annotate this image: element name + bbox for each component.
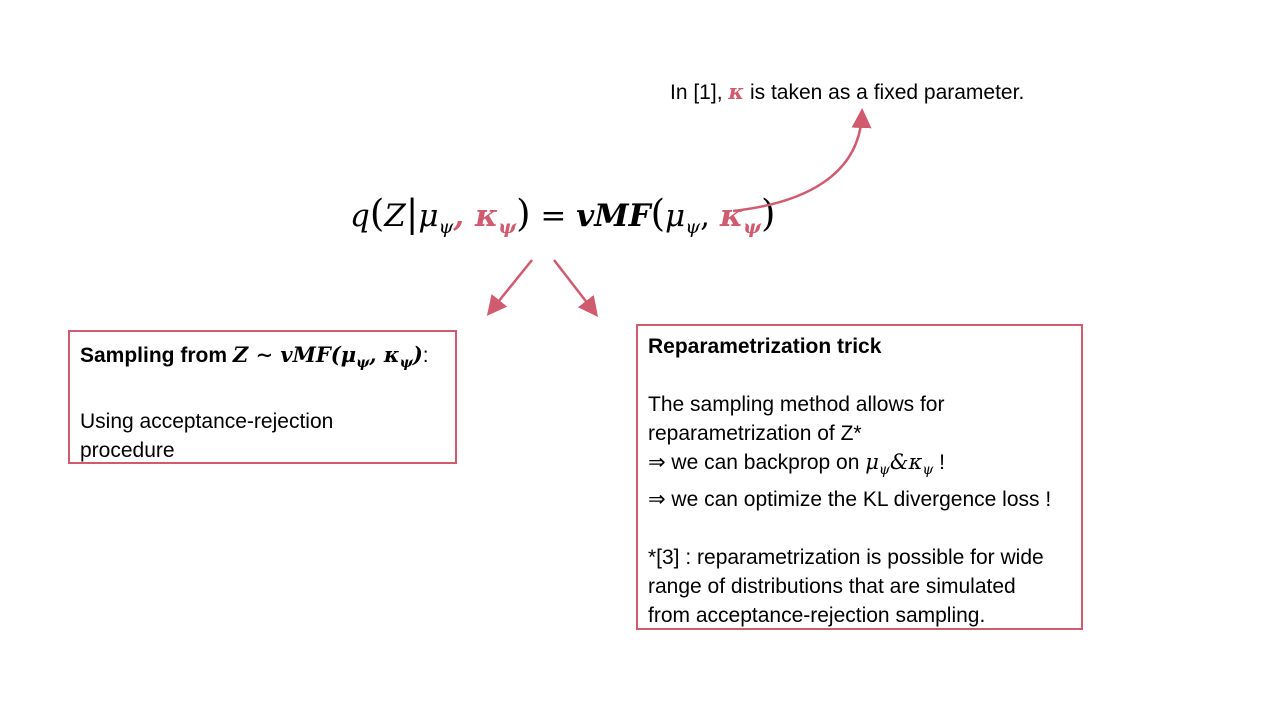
- sampling-body-line2: procedure: [80, 439, 175, 463]
- eq-comma-red: ,: [453, 198, 475, 234]
- sampling-body-line1: Using acceptance-rejection: [80, 410, 334, 434]
- arrow-to-right-box: [553, 259, 599, 317]
- eq-equals: =: [540, 198, 567, 234]
- reparam-line3-prefix: ⇒ we can backprop on: [648, 451, 866, 474]
- eq-kappa-subscript: ψ: [498, 216, 517, 239]
- reparam-mu-subscript: ψ: [878, 462, 890, 479]
- kappa-fixed-note: In [1], κ is taken as a fixed parameter.: [670, 79, 1024, 105]
- note-kappa-symbol: κ: [728, 79, 745, 104]
- vmf-posterior-equation: q(Z|μψ, κψ) = vMF(μψ, κψ): [350, 192, 775, 242]
- eq-open-paren-2: (: [650, 192, 666, 235]
- eq-q: q: [350, 198, 370, 234]
- sampling-title-prefix: Sampling from: [80, 344, 233, 367]
- spacer: [648, 361, 1071, 390]
- eq-vmf: vMF: [576, 198, 651, 234]
- arrow-to-left-box: [486, 259, 533, 316]
- reparam-line3-suffix: !: [933, 451, 945, 474]
- reparam-footnote1: *[3] : reparametrization is possible for…: [648, 546, 1044, 570]
- sampling-box: Sampling from Z ∼ vMF(μψ, κψ): Using acc…: [68, 330, 457, 464]
- sampling-kappa-subscript: ψ: [399, 355, 413, 372]
- eq-kappa: κ: [474, 198, 499, 234]
- reparam-kappa-subscript: ψ: [922, 462, 934, 479]
- reparam-mu: μ: [865, 450, 879, 474]
- eq-bar: |: [405, 192, 419, 235]
- spacer: [80, 378, 445, 407]
- eq-kappa-2: κ: [719, 198, 744, 234]
- sampling-math-main: Z ∼ vMF(μ: [232, 342, 357, 367]
- eq-z: Z: [384, 198, 406, 234]
- reparam-title: Reparametrization trick: [648, 335, 882, 358]
- eq-mu-subscript-2: ψ: [685, 216, 701, 239]
- eq-kappa-subscript-2: ψ: [743, 216, 761, 239]
- eq-open-paren: (: [369, 192, 385, 235]
- eq-comma: ,: [700, 198, 720, 234]
- sampling-kappa: κ: [383, 342, 400, 367]
- reparam-line1: The sampling method allows for: [648, 393, 945, 416]
- eq-mu: μ: [418, 198, 439, 234]
- sampling-mu-subscript: ψ: [356, 355, 370, 372]
- sampling-title-suffix: :: [422, 344, 429, 367]
- sampling-title: Sampling from Z ∼ vMF(μψ, κψ):: [80, 340, 445, 378]
- reparam-footnote3: from acceptance-rejection sampling.: [648, 604, 986, 628]
- reparam-line3: ⇒ we can backprop on μψ&κψ !: [648, 448, 1071, 485]
- reparam-line2: reparametrization of Z*: [648, 422, 862, 445]
- eq-mu-2: μ: [665, 198, 686, 234]
- reparam-line3-math: μψ&κψ: [865, 450, 934, 479]
- eq-mu-subscript: ψ: [438, 216, 454, 239]
- note-prefix: In [1],: [670, 81, 729, 104]
- reparam-footnote2: range of distributions that are simulate…: [648, 575, 1016, 599]
- sampling-title-math: Z ∼ vMF(μψ, κψ): [232, 342, 423, 372]
- eq-close-paren-2: ): [760, 192, 776, 235]
- note-suffix: is taken as a fixed parameter.: [744, 81, 1025, 104]
- eq-close-paren: ): [516, 192, 531, 235]
- reparam-box: Reparametrization trick The sampling met…: [636, 324, 1083, 630]
- reparam-line4: ⇒ we can optimize the KL divergence loss…: [648, 488, 1052, 512]
- curved-arrow-to-note: [732, 108, 872, 213]
- reparam-kappa: κ: [908, 450, 923, 474]
- spacer: [648, 514, 1071, 543]
